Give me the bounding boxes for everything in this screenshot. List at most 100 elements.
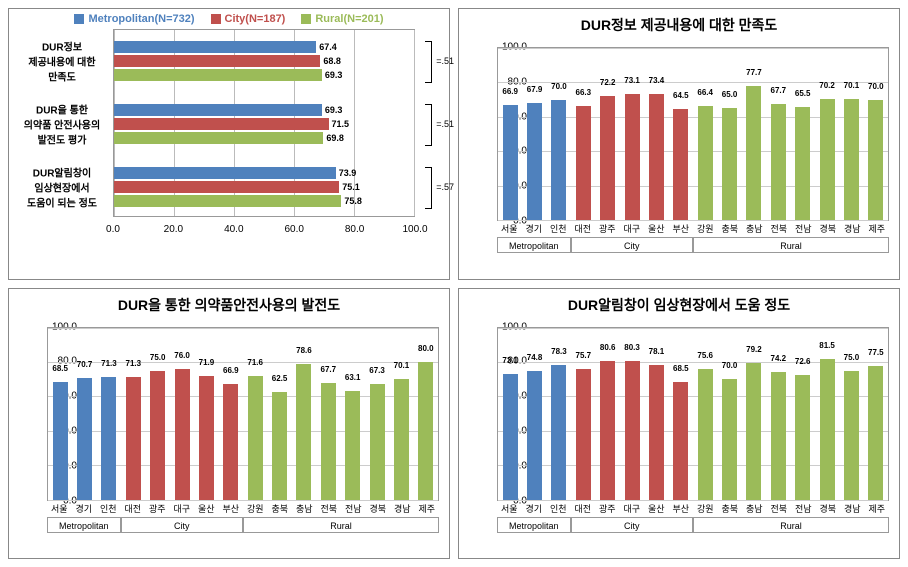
bar <box>114 118 329 130</box>
bar <box>746 86 761 220</box>
bar-value: 75.7 <box>576 351 592 360</box>
bar-value: 70.1 <box>394 361 410 370</box>
bar <box>114 69 322 81</box>
bar <box>114 195 341 207</box>
x-category: 경기 <box>525 222 542 235</box>
bar <box>625 361 640 499</box>
bar-value: 67.3 <box>369 366 385 375</box>
x-group-label: City <box>571 237 694 253</box>
x-group-label: Rural <box>693 517 889 533</box>
bar-value: 66.4 <box>697 88 713 97</box>
x-category: 강원 <box>697 222 714 235</box>
x-group-label: Metropolitan <box>497 517 571 533</box>
x-category: 전남 <box>345 502 362 515</box>
bar-value: 79.2 <box>746 345 762 354</box>
bar-value: 68.5 <box>673 364 689 373</box>
x-category: 제주 <box>868 502 885 515</box>
x-category: 경남 <box>844 502 861 515</box>
legend-label: Rural(N=201) <box>315 13 383 25</box>
bar-value: 74.2 <box>771 354 787 363</box>
bar <box>698 369 713 499</box>
x-category: 전북 <box>770 222 787 235</box>
bar-value: 71.5 <box>331 119 349 129</box>
x-category: 전남 <box>795 222 812 235</box>
x-category: 전북 <box>320 502 337 515</box>
bar <box>296 364 311 499</box>
vbar-chart: 0.020.040.060.080.0100.0 66.967.970.066.… <box>497 41 889 261</box>
bar <box>150 371 165 500</box>
bar-value: 80.6 <box>600 343 616 352</box>
legend-label: Metropolitan(N=732) <box>88 13 194 25</box>
x-category: 서울 <box>51 502 68 515</box>
x-group-label: City <box>121 517 244 533</box>
bar-value: 71.3 <box>101 359 117 368</box>
bar <box>795 375 810 500</box>
x-category: 충남 <box>296 502 313 515</box>
bar <box>199 376 214 500</box>
bar-value: 71.6 <box>247 358 263 367</box>
x-category: 경북 <box>369 502 386 515</box>
x-group-label: Rural <box>243 517 439 533</box>
x-tick: 0.0 <box>106 224 120 235</box>
bar <box>370 384 385 500</box>
bar-value: 80.3 <box>624 343 640 352</box>
x-tick: 60.0 <box>284 224 303 235</box>
bar <box>345 391 360 500</box>
bar-value: 66.3 <box>576 88 592 97</box>
bar <box>126 377 141 500</box>
bar-value: 73.9 <box>339 168 357 178</box>
panel-development: DUR을 통한 의약품안전사용의 발전도 0.020.040.060.080.0… <box>8 288 450 560</box>
bar-value: 67.7 <box>321 365 337 374</box>
bar-value: 69.3 <box>325 105 343 115</box>
bar <box>746 363 761 499</box>
bar-value: 76.0 <box>174 351 190 360</box>
bar-value: 66.9 <box>223 366 239 375</box>
x-category: 대구 <box>173 502 190 515</box>
bar-value: 73.4 <box>649 76 665 85</box>
bar <box>53 382 68 500</box>
x-tick: 40.0 <box>224 224 243 235</box>
bar <box>114 181 339 193</box>
bar <box>223 384 238 499</box>
x-category: 경북 <box>819 502 836 515</box>
x-category: 제주 <box>868 222 885 235</box>
x-category: 대전 <box>574 502 591 515</box>
x-category: 강원 <box>697 502 714 515</box>
x-category: 강원 <box>247 502 264 515</box>
x-category: 부산 <box>672 222 689 235</box>
bar-value: 70.1 <box>844 81 860 90</box>
x-category: 인천 <box>550 502 567 515</box>
x-tick: 20.0 <box>164 224 183 235</box>
bar <box>771 104 786 220</box>
group-label: DUR정보제공내용에 대한만족도 <box>14 39 110 84</box>
legend: Metropolitan(N=732)City(N=187)Rural(N=20… <box>13 13 445 25</box>
bar-value: 64.5 <box>673 91 689 100</box>
bar <box>248 376 263 499</box>
x-category: 울산 <box>648 222 665 235</box>
x-category: 충남 <box>746 502 763 515</box>
panel-satisfaction: DUR정보 제공내용에 대한 만족도 0.020.040.060.080.010… <box>458 8 900 280</box>
x-category: 제주 <box>418 502 435 515</box>
bar-value: 65.0 <box>722 90 738 99</box>
bar-value: 74.8 <box>527 353 543 362</box>
x-category: 경남 <box>394 502 411 515</box>
bar <box>625 94 640 220</box>
bar-value: 75.6 <box>697 351 713 360</box>
x-category: 광주 <box>149 502 166 515</box>
bar-value: 78.3 <box>551 347 567 356</box>
bar <box>77 378 92 500</box>
bar-value: 70.7 <box>77 360 93 369</box>
bar <box>649 94 664 220</box>
x-category: 경기 <box>525 502 542 515</box>
group-label: DUR알림창이임상현장에서도움이 되는 정도 <box>14 164 110 209</box>
x-category: 충북 <box>721 222 738 235</box>
x-group-label: Metropolitan <box>497 237 571 253</box>
bar <box>418 362 433 500</box>
bar <box>795 107 810 220</box>
bar-value: 66.9 <box>502 87 518 96</box>
hbar-chart: DUR정보제공내용에 대한만족도67.468.869.3=.51DUR을 통한의… <box>113 29 415 237</box>
vbar-chart: 0.020.040.060.080.0100.0 73.174.878.375.… <box>497 321 889 541</box>
x-category: 전북 <box>770 502 787 515</box>
bar-value: 69.8 <box>326 133 344 143</box>
bar-value: 78.6 <box>296 346 312 355</box>
